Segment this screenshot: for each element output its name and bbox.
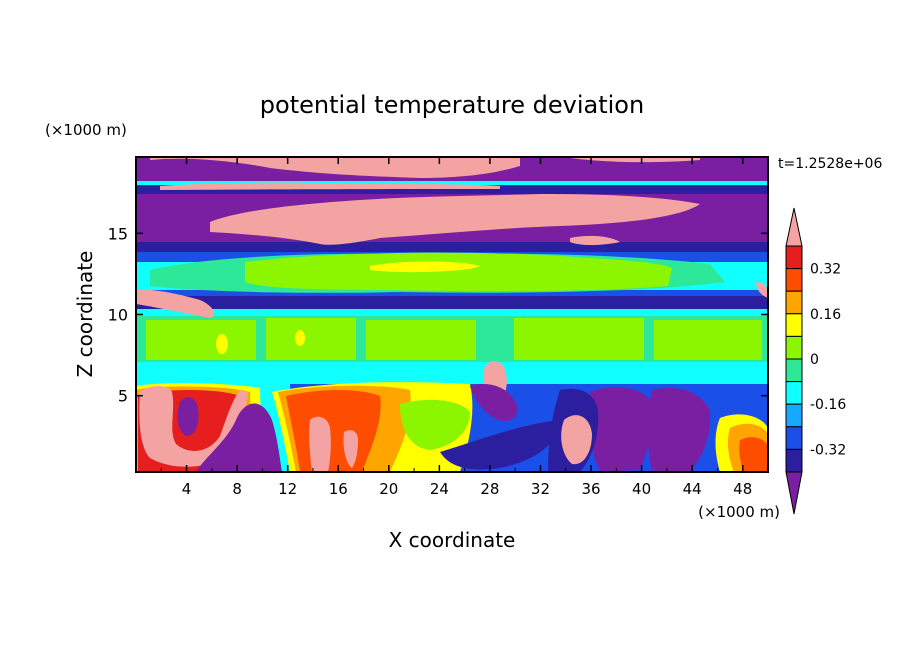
y-axis-ticks: 5 10 15 — [108, 224, 768, 406]
pink-right-edge — [756, 282, 768, 298]
x-tick-label: 12 — [278, 480, 297, 498]
colorbar-box — [785, 290, 803, 315]
x-tick-label: 32 — [531, 480, 550, 498]
colorbar-box — [785, 335, 803, 360]
x-tick-label: 20 — [379, 480, 398, 498]
colorbar: 0.32 0.16 0 -0.16 -0.32 — [785, 207, 846, 515]
pink-small-right — [570, 235, 620, 245]
x-tick-label: 40 — [632, 480, 651, 498]
warm-plume-pink-column-2 — [343, 430, 358, 468]
right-cold-purple-1 — [588, 387, 653, 472]
top-pink-right — [570, 158, 700, 163]
mid-lightgreen-block-5 — [654, 320, 762, 360]
x-axis-ticks: 4 8 12 16 20 24 28 32 36 40 44 48 — [160, 157, 752, 498]
pink-left-mid — [136, 289, 215, 318]
colorbar-label: 0.16 — [810, 307, 841, 323]
x-tick-label: 8 — [232, 480, 242, 498]
lower-left-purple — [177, 397, 199, 436]
x-tick-label: 28 — [480, 480, 499, 498]
mid-lightgreen-block-1 — [146, 320, 256, 360]
x-axis-label: X coordinate — [389, 528, 516, 552]
mid-lightgreen-block-2 — [266, 318, 356, 360]
colorbar-label: -0.32 — [810, 442, 846, 458]
layer-cyan-lower — [136, 309, 768, 317]
warm-plume-pink-column — [309, 416, 331, 472]
y-tick-label: 5 — [118, 387, 128, 406]
big-pink-mass — [210, 194, 700, 245]
warm-plume-lightgreen — [400, 399, 470, 450]
upper-yellow-spot — [370, 261, 480, 273]
colorbar-box — [785, 448, 803, 473]
layer-cyan-band-upper — [136, 181, 768, 185]
contour-field — [136, 157, 768, 472]
time-label: t=1.2528e+06 — [778, 156, 882, 172]
x-tick-label: 36 — [581, 480, 600, 498]
colorbar-label: -0.16 — [810, 397, 846, 413]
layer-blue-lower — [136, 290, 768, 298]
colorbar-min-triangle — [785, 471, 803, 515]
colorbar-label: 0 — [810, 352, 819, 368]
x-unit-label: (×1000 m) — [698, 503, 780, 521]
x-tick-label: 44 — [683, 480, 702, 498]
colorbar-box — [785, 403, 803, 428]
upper-lightgreen-blob — [245, 252, 672, 292]
central-cold-purple — [470, 384, 518, 422]
x-tick-label: 16 — [329, 480, 348, 498]
layer-darkblue-upper — [136, 186, 768, 194]
layer-darkblue-lower — [136, 296, 768, 310]
colorbar-box — [785, 268, 803, 292]
mid-yellow-spot-1 — [216, 334, 228, 354]
central-blue-swirl — [440, 420, 560, 470]
mid-lightgreen-block-3 — [366, 320, 476, 360]
colorbar-box — [785, 426, 803, 450]
right-cold-purple-2 — [647, 388, 711, 472]
colorbar-box — [785, 358, 803, 383]
y-unit-label: (×1000 m) — [45, 121, 127, 139]
y-axis-label: Z coordinate — [73, 251, 97, 378]
y-tick-label: 10 — [108, 306, 128, 325]
colorbar-label: 0.32 — [810, 262, 841, 278]
colorbar-max-triangle — [785, 207, 803, 247]
x-tick-label: 48 — [733, 480, 752, 498]
colorbar-box — [785, 381, 803, 405]
right-edge-red — [739, 437, 768, 472]
warm-plume-red — [286, 390, 381, 472]
mid-lightgreen-block-4 — [514, 318, 644, 360]
x-tick-label: 24 — [430, 480, 449, 498]
colorbar-box — [785, 313, 803, 337]
chart-title: potential temperature deviation — [260, 91, 644, 119]
right-pink-blob — [561, 415, 592, 465]
y-tick-label: 15 — [108, 224, 128, 243]
mid-yellow-spot-2 — [295, 330, 305, 346]
top-pink-mass — [150, 158, 520, 178]
colorbar-box — [785, 245, 803, 270]
pink-strip-top — [160, 182, 500, 190]
x-tick-label: 4 — [182, 480, 192, 498]
lower-purple-valley — [196, 403, 282, 472]
